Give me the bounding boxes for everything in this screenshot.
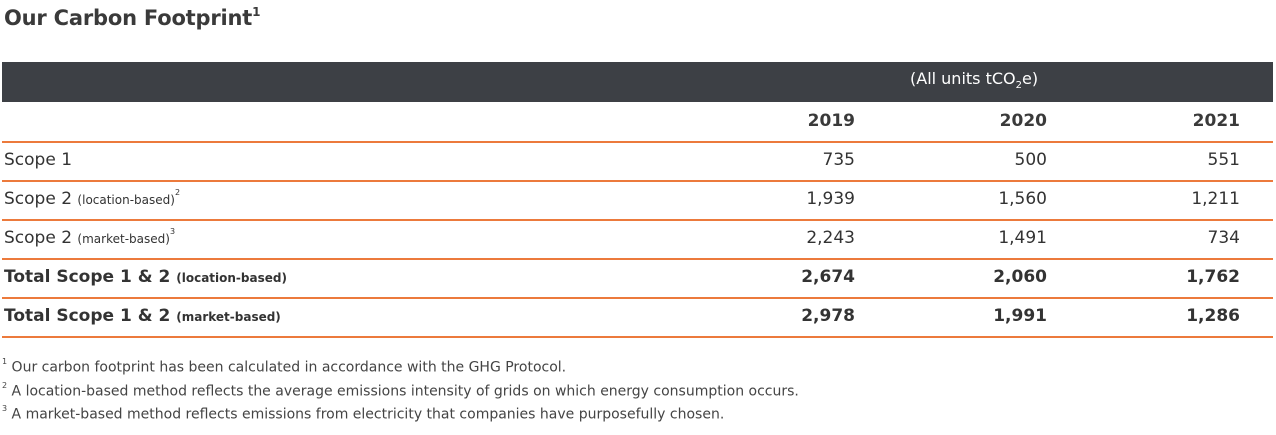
- value-2020: 1,491: [998, 228, 1047, 248]
- row-label: Scope 2 (market-based)3: [4, 227, 176, 248]
- value-2019: 2,674: [801, 267, 855, 287]
- value-2021: 734: [1207, 228, 1240, 248]
- units-subscript: 2: [1015, 80, 1022, 92]
- footnote-text: A market-based method reflects emissions…: [11, 406, 725, 423]
- table-row-total-market: Total Scope 1 & 2 (market-based) 2,978 1…: [2, 297, 1273, 338]
- footnote-text: Our carbon footprint has been calculated…: [11, 359, 567, 376]
- row-label: Total Scope 1 & 2 (location-based): [4, 267, 287, 287]
- row-footnote-ref: 3: [169, 227, 176, 237]
- footnote-item: 3 A market-based method reflects emissio…: [2, 401, 799, 425]
- row-footnote-ref: 2: [174, 188, 181, 198]
- year-2020-header: 2020: [999, 111, 1047, 131]
- units-label: (All units tCO2e): [910, 69, 1038, 91]
- value-2021: 1,286: [1186, 306, 1240, 326]
- value-2019: 1,939: [806, 189, 855, 209]
- value-2021: 1,762: [1186, 267, 1240, 287]
- footnote-number: 2: [2, 380, 8, 390]
- page-title: Our Carbon Footprint1: [4, 5, 261, 30]
- table-row-scope-1: Scope 1 735 500 551: [2, 141, 1273, 182]
- value-2019: 2,978: [801, 306, 855, 326]
- row-qualifier: (market-based): [77, 232, 170, 246]
- value-2020: 1,560: [998, 189, 1047, 209]
- table-row-total-location: Total Scope 1 & 2 (location-based) 2,674…: [2, 258, 1273, 299]
- row-label-text: Total Scope 1 & 2: [4, 306, 171, 326]
- value-2021: 1,211: [1191, 189, 1240, 209]
- row-label-text: Total Scope 1 & 2: [4, 267, 171, 287]
- value-2020: 1,991: [993, 306, 1047, 326]
- title-footnote-ref: 1: [252, 5, 261, 19]
- table-row-scope-2-market: Scope 2 (market-based)3 2,243 1,491 734: [2, 219, 1273, 260]
- row-qualifier: (market-based): [176, 310, 281, 324]
- row-label-text: Scope 1: [4, 150, 73, 170]
- footnote-number: 3: [2, 404, 8, 414]
- value-2021: 551: [1207, 150, 1240, 170]
- row-label: Scope 1: [4, 150, 72, 170]
- value-2019: 2,243: [806, 228, 855, 248]
- value-2019: 735: [822, 150, 855, 170]
- row-qualifier: (location-based): [176, 271, 287, 285]
- table-row-scope-2-location: Scope 2 (location-based)2 1,939 1,560 1,…: [2, 180, 1273, 221]
- title-text: Our Carbon Footprint: [4, 6, 253, 30]
- row-qualifier: (location-based): [77, 193, 175, 207]
- footnote-item: 2 A location-based method reflects the a…: [2, 378, 799, 402]
- row-label-text: Scope 2: [4, 189, 73, 209]
- year-2021-header: 2021: [1192, 111, 1240, 131]
- footnote-text: A location-based method reflects the ave…: [11, 383, 799, 400]
- year-header-row: 2019 2020 2021: [2, 102, 1273, 143]
- year-2019-header: 2019: [807, 111, 855, 131]
- value-2020: 500: [1014, 150, 1047, 170]
- row-label-text: Scope 2: [4, 228, 73, 248]
- footnotes: 1 Our carbon footprint has been calculat…: [2, 354, 799, 425]
- footnote-number: 1: [2, 357, 8, 366]
- row-label: Total Scope 1 & 2 (market-based): [4, 306, 281, 326]
- units-prefix: (All units tCO: [910, 69, 1016, 88]
- footnote-item: 1 Our carbon footprint has been calculat…: [2, 354, 799, 378]
- value-2020: 2,060: [993, 267, 1047, 287]
- units-header-bar: (All units tCO2e): [2, 62, 1273, 102]
- units-suffix: e): [1022, 69, 1039, 88]
- row-label: Scope 2 (location-based)2: [4, 188, 181, 209]
